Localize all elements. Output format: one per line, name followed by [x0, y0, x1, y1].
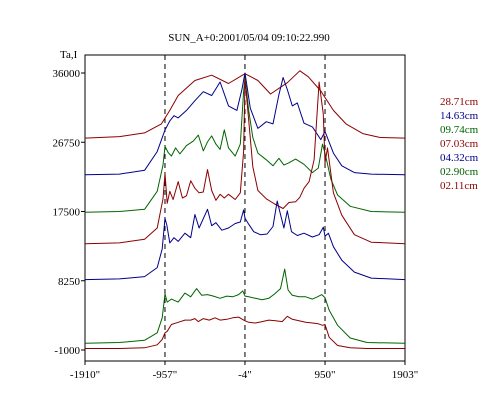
y-tick-label: 17500 — [53, 207, 81, 219]
y-tick-label: 26750 — [53, 137, 81, 149]
legend-entry: 07.03cm — [440, 138, 479, 150]
series-line-04-32cm — [84, 200, 406, 281]
reference-lines — [164, 55, 326, 361]
x-tick-label: -957" — [153, 369, 178, 381]
y-axis: 36000 26750 17500 8250 -1000 — [53, 68, 85, 357]
y-axis-label: Ta,I — [60, 49, 78, 61]
series-line-02-11cm — [85, 315, 405, 349]
legend-entry: 02.11cm — [440, 180, 478, 192]
y-tick-label: -1000 — [54, 345, 80, 357]
legend-entry: 14.63cm — [440, 110, 479, 122]
legend-entry: 02.90cm — [440, 166, 479, 178]
x-tick-label: 950" — [315, 369, 336, 381]
legend-entry: 04.32cm — [440, 152, 479, 164]
series-line-02-90cm — [84, 268, 406, 344]
y-tick-label: 8250 — [58, 276, 81, 288]
chart-title: SUN_A+0:2001/05/04 09:10:22.990 — [168, 32, 330, 44]
series-line-28-71cm — [84, 70, 406, 139]
y-tick-label: 36000 — [53, 68, 81, 80]
legend-entry: 09.74cm — [440, 124, 479, 136]
x-axis: -1910" -957" -4" 950" 1903" — [70, 361, 418, 381]
series-line-14-63cm — [84, 72, 406, 176]
series-line-09-74cm — [84, 77, 406, 213]
series-line-07-03cm — [84, 78, 406, 245]
x-tick-label: 1903" — [392, 369, 419, 381]
legend: 28.71cm 14.63cm 09.74cm 07.03cm 04.32cm 02.90… — [440, 96, 479, 192]
x-tick-label: -1910" — [70, 369, 100, 381]
legend-entry: 28.71cm — [440, 96, 479, 108]
data-series-group — [84, 70, 406, 349]
x-tick-label: -4" — [238, 369, 252, 381]
